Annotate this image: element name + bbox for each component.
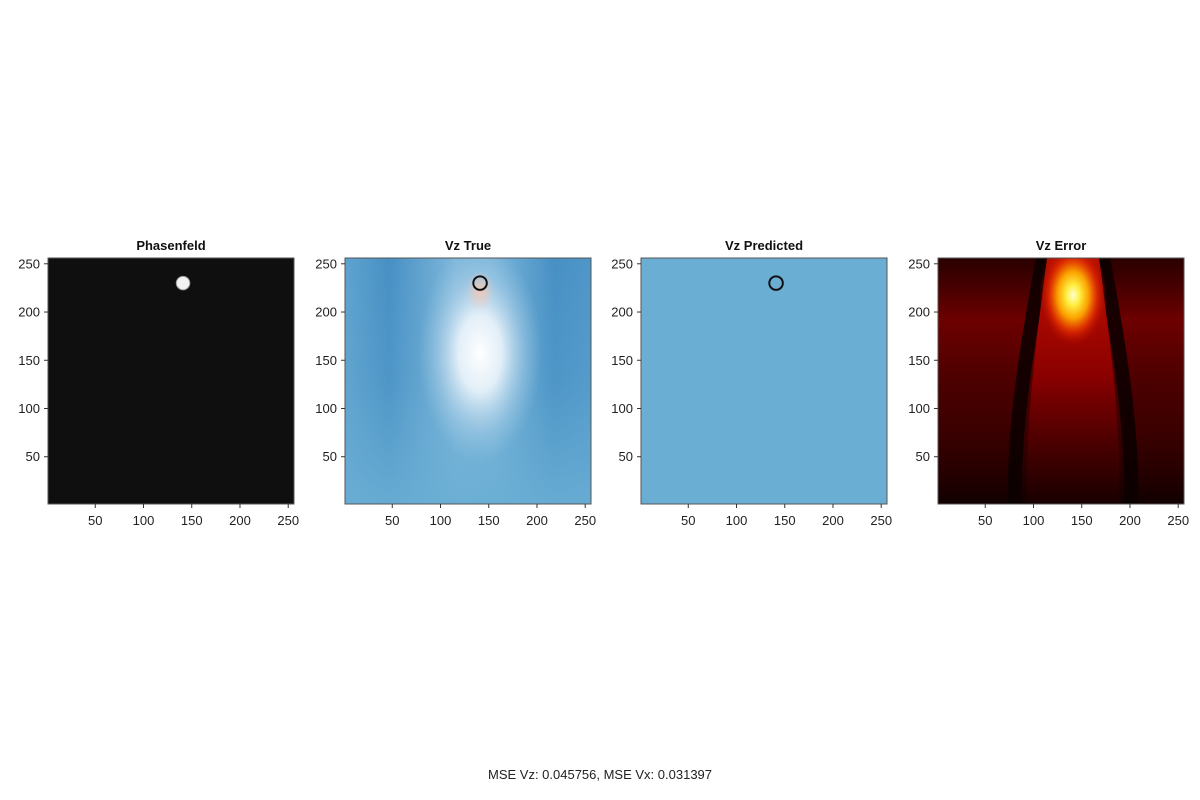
axes-frame xyxy=(344,257,592,505)
x-tick-label: 250 xyxy=(870,513,892,528)
axes-frame xyxy=(640,257,888,505)
panel-title: Vz Predicted xyxy=(725,238,803,253)
y-tick-label: 100 xyxy=(18,401,40,416)
phase-inclusion xyxy=(175,275,191,291)
y-tick-label: 150 xyxy=(611,353,633,368)
x-tick-label: 50 xyxy=(88,513,102,528)
panel-3: Vz Predicted 50 100 150 200 250 50 100 150 200 250 xyxy=(611,238,892,528)
y-tick-label: 100 xyxy=(611,401,633,416)
error-hotspot xyxy=(1039,258,1108,348)
heatmap-image xyxy=(641,258,887,504)
y-tick-label: 200 xyxy=(908,305,930,320)
x-tick-label: 250 xyxy=(1167,513,1189,528)
y-tick-label: 200 xyxy=(611,305,633,320)
y-tick-label: 150 xyxy=(908,353,930,368)
x-tick-label: 200 xyxy=(229,513,251,528)
y-tick-label: 150 xyxy=(18,353,40,368)
y-tick-label: 50 xyxy=(619,449,633,464)
x-tick-label: 100 xyxy=(726,513,748,528)
panel-title: Phasenfeld xyxy=(136,238,205,253)
y-tick-label: 100 xyxy=(315,401,337,416)
y-tick-label: 200 xyxy=(315,305,337,320)
x-tick-label: 100 xyxy=(430,513,452,528)
x-tick-label: 200 xyxy=(1119,513,1141,528)
x-tick-label: 200 xyxy=(822,513,844,528)
x-tick-label: 50 xyxy=(385,513,399,528)
x-tick-label: 100 xyxy=(133,513,155,528)
axes-frame xyxy=(47,257,295,505)
error-node-right xyxy=(1096,258,1139,504)
x-tick-label: 150 xyxy=(478,513,500,528)
heatmap-background xyxy=(48,258,294,504)
axes-frame xyxy=(937,257,1185,505)
x-tick-label: 50 xyxy=(681,513,695,528)
y-tick-label: 50 xyxy=(26,449,40,464)
heatmap-image xyxy=(938,258,1184,504)
y-tick-label: 200 xyxy=(18,305,40,320)
heatmap-background xyxy=(641,258,887,504)
y-tick-label: 150 xyxy=(315,353,337,368)
inclusion-outline xyxy=(472,275,488,291)
panel-2: Vz True 50 100 150 200 250 50 100 150 200 250 xyxy=(315,238,596,528)
error-node-left xyxy=(1007,258,1050,504)
vz-true-plume xyxy=(418,258,543,464)
heatmap-image xyxy=(345,258,591,504)
x-tick-label: 250 xyxy=(574,513,596,528)
x-tick-label: 150 xyxy=(774,513,796,528)
x-tick-label: 50 xyxy=(978,513,992,528)
y-tick-label: 50 xyxy=(916,449,930,464)
x-tick-label: 250 xyxy=(277,513,299,528)
x-tick-label: 200 xyxy=(526,513,548,528)
panel-4: Vz Error 50 100 150 200 250 50 100 150 200 250 xyxy=(908,238,1189,528)
heatmap-image xyxy=(48,258,294,504)
y-tick-label: 250 xyxy=(315,256,337,271)
panel-title: Vz Error xyxy=(1036,238,1087,253)
x-tick-label: 100 xyxy=(1023,513,1045,528)
panel-title: Vz True xyxy=(445,238,491,253)
y-tick-label: 250 xyxy=(18,256,40,271)
y-tick-label: 250 xyxy=(908,256,930,271)
mse-summary: MSE Vz: 0.045756, MSE Vx: 0.031397 xyxy=(487,767,713,782)
x-tick-label: 150 xyxy=(181,513,203,528)
panel-1: Phasenfeld 50 100 150 200 250 50 100 150 200 250 xyxy=(18,238,299,528)
y-tick-label: 100 xyxy=(908,401,930,416)
y-tick-label: 250 xyxy=(611,256,633,271)
y-tick-label: 50 xyxy=(323,449,337,464)
inclusion-outline xyxy=(768,275,784,291)
x-tick-label: 150 xyxy=(1071,513,1093,528)
